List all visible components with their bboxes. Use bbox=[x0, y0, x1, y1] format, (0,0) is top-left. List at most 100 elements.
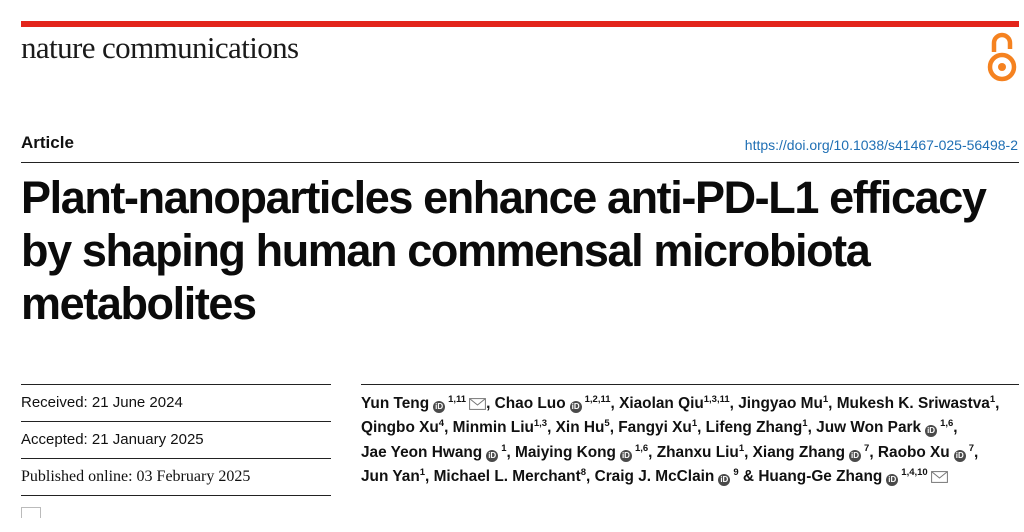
author-separator: , bbox=[995, 395, 1000, 412]
affiliation-superscript: 5 bbox=[604, 418, 610, 430]
author-separator: , bbox=[609, 419, 614, 437]
author-name[interactable]: Juw Won Park bbox=[816, 419, 922, 437]
orcid-icon[interactable]: iD bbox=[619, 449, 632, 462]
orcid-icon[interactable]: iD bbox=[569, 401, 582, 413]
author-name[interactable]: Jingyao Mu bbox=[738, 395, 823, 412]
author-name[interactable]: Huang-Ge Zhang bbox=[758, 467, 883, 485]
author-item[interactable]: Jingyao Mu1, bbox=[738, 395, 832, 412]
email-icon[interactable] bbox=[930, 470, 948, 483]
journal-name[interactable]: nature communications bbox=[21, 30, 299, 65]
orcid-icon[interactable]: iD bbox=[433, 401, 446, 413]
published-date: Published online: 03 February 2025 bbox=[21, 458, 331, 495]
author-item[interactable]: Yun Teng iD1,11, bbox=[361, 395, 491, 413]
author-name[interactable]: Michael L. Merchant bbox=[433, 467, 581, 485]
author-item[interactable]: Xiang Zhang iD7, bbox=[752, 442, 874, 462]
author-item[interactable]: Maiying Kong iD1,6, bbox=[515, 443, 653, 462]
author-name[interactable]: Jae Yeon Hwang bbox=[361, 443, 483, 461]
author-name[interactable]: Xiaolan Qiu bbox=[619, 395, 704, 412]
author-separator: , bbox=[744, 443, 749, 461]
author-name[interactable]: Mukesh K. Sriwastva bbox=[836, 395, 990, 412]
author-separator: , bbox=[729, 395, 734, 412]
author-item[interactable]: Xiaolan Qiu1,3,11, bbox=[619, 395, 734, 412]
author-item[interactable]: Zhanxu Liu1, bbox=[656, 442, 749, 461]
author-separator: , bbox=[610, 395, 615, 412]
author-item[interactable]: Fangyi Xu1, bbox=[618, 419, 701, 436]
author-item[interactable]: Lifeng Zhang1, bbox=[706, 419, 812, 436]
author-separator: , bbox=[486, 395, 491, 412]
affiliation-superscript: 7 bbox=[864, 442, 870, 454]
article-type-label: Article bbox=[21, 133, 74, 152]
journal-brand-bar bbox=[21, 21, 1019, 27]
author-item[interactable]: Huang-Ge Zhang iD1,4,10 bbox=[758, 466, 948, 486]
authors-divider bbox=[361, 384, 1019, 385]
received-date: Received: 21 June 2024 bbox=[21, 384, 331, 421]
open-access-icon[interactable] bbox=[985, 31, 1019, 83]
check-updates-stub bbox=[21, 495, 331, 532]
affiliation-superscript: 4 bbox=[438, 418, 445, 430]
author-name[interactable]: Fangyi Xu bbox=[618, 419, 692, 437]
author-name[interactable]: Zhanxu Liu bbox=[656, 443, 739, 461]
author-separator: , bbox=[807, 419, 812, 437]
affiliation-superscript: 1 bbox=[419, 466, 426, 478]
orcid-icon[interactable]: iD bbox=[718, 473, 731, 486]
author-item[interactable]: Qingbo Xu4, bbox=[361, 419, 448, 436]
affiliation-superscript: 9 bbox=[733, 466, 739, 478]
author-item[interactable]: Jae Yeon Hwang iD1, bbox=[361, 442, 511, 462]
orcid-icon[interactable]: iD bbox=[953, 449, 966, 462]
author-item[interactable]: Craig J. McClain iD9 & bbox=[594, 466, 755, 486]
article-title: Plant-nanoparticles enhance anti-PD-L1 e… bbox=[21, 172, 987, 329]
header-divider bbox=[21, 162, 1019, 163]
orcid-icon[interactable]: iD bbox=[925, 425, 938, 438]
author-item[interactable]: Xin Hu5, bbox=[556, 419, 614, 436]
author-separator: , bbox=[506, 443, 511, 461]
orcid-icon[interactable]: iD bbox=[486, 449, 499, 462]
affiliation-superscript: 1 bbox=[501, 442, 507, 454]
author-item[interactable]: Raobo Xu iD7, bbox=[877, 442, 979, 462]
affiliation-superscript: 1 bbox=[822, 394, 829, 405]
author-name[interactable]: Chao Luo bbox=[494, 395, 566, 412]
author-separator: & bbox=[738, 467, 755, 485]
author-separator: , bbox=[697, 419, 702, 437]
author-separator: , bbox=[953, 419, 958, 437]
author-name[interactable]: Qingbo Xu bbox=[361, 419, 439, 437]
email-icon[interactable] bbox=[469, 398, 486, 410]
author-name[interactable]: Lifeng Zhang bbox=[705, 419, 803, 437]
affiliation-superscript: 1,4,10 bbox=[901, 466, 928, 478]
author-item[interactable]: Michael L. Merchant8, bbox=[434, 468, 591, 485]
author-name[interactable]: Xin Hu bbox=[555, 419, 605, 437]
author-separator: , bbox=[828, 395, 833, 412]
author-item[interactable]: Minmin Liu1,3, bbox=[453, 419, 552, 436]
publication-dates: Received: 21 June 2024 Accepted: 21 Janu… bbox=[21, 384, 331, 532]
doi-link[interactable]: https://doi.org/10.1038/s41467-025-56498… bbox=[744, 137, 1018, 153]
affiliation-superscript: 1 bbox=[802, 418, 808, 430]
affiliation-superscript: 7 bbox=[968, 442, 975, 454]
author-name[interactable]: Yun Teng bbox=[361, 395, 430, 412]
author-name[interactable]: Raobo Xu bbox=[877, 443, 950, 461]
author-item[interactable]: Jun Yan1, bbox=[361, 468, 429, 485]
author-separator: , bbox=[444, 419, 449, 437]
author-name[interactable]: Jun Yan bbox=[361, 467, 420, 485]
author-separator: , bbox=[425, 467, 430, 485]
orcid-icon[interactable]: iD bbox=[849, 449, 862, 462]
affiliation-superscript: 8 bbox=[580, 466, 587, 478]
author-separator: , bbox=[974, 443, 979, 461]
author-name[interactable]: Xiang Zhang bbox=[752, 443, 846, 461]
author-separator: , bbox=[586, 467, 591, 485]
author-name[interactable]: Maiying Kong bbox=[515, 443, 616, 461]
author-name[interactable]: Craig J. McClain bbox=[594, 467, 715, 485]
affiliation-superscript: 1,3 bbox=[533, 418, 548, 430]
author-separator: , bbox=[547, 419, 552, 437]
author-item[interactable]: Juw Won Park iD1,6, bbox=[816, 418, 958, 438]
affiliation-superscript: 1,2,11 bbox=[584, 394, 611, 405]
orcid-icon[interactable]: iD bbox=[886, 473, 899, 486]
affiliation-superscript: 1 bbox=[989, 394, 996, 405]
affiliation-superscript: 1 bbox=[738, 442, 745, 454]
author-item[interactable]: Mukesh K. Sriwastva1, bbox=[837, 395, 1000, 412]
author-list: Yun Teng iD1,11, Chao Luo iD1,2,11, Xiaola… bbox=[361, 392, 1016, 489]
accepted-date: Accepted: 21 January 2025 bbox=[21, 421, 331, 458]
author-separator: , bbox=[648, 443, 653, 461]
affiliation-superscript: 1,6 bbox=[940, 418, 954, 430]
author-name[interactable]: Minmin Liu bbox=[452, 419, 534, 437]
author-item[interactable]: Chao Luo iD1,2,11, bbox=[494, 394, 615, 413]
author-separator: , bbox=[869, 443, 874, 461]
